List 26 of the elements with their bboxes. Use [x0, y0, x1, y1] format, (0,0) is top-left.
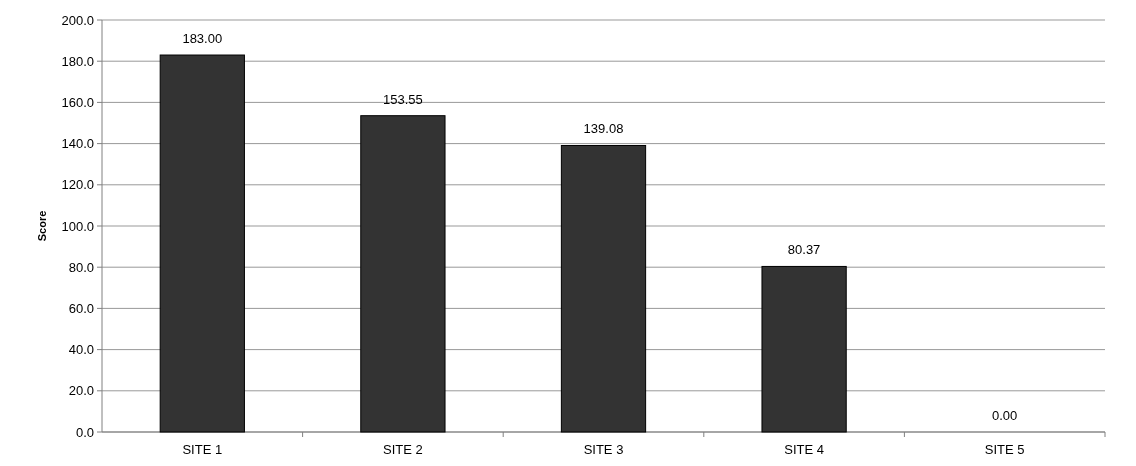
- y-axis-title: Score: [36, 210, 48, 242]
- y-tick-label: 120.0: [61, 177, 94, 193]
- y-tick-label: 100.0: [61, 218, 94, 234]
- data-label: 80.37: [787, 242, 821, 258]
- x-tick-label: SITE 1: [182, 442, 223, 457]
- x-tick-label: SITE 2: [383, 442, 423, 457]
- bar: [761, 265, 847, 433]
- y-tick-label: 20.0: [68, 383, 94, 399]
- x-tick-label: SITE 5: [984, 442, 1025, 457]
- data-label: 153.55: [383, 91, 423, 107]
- bar: [159, 54, 245, 433]
- x-tick-label: SITE 3: [583, 442, 624, 457]
- data-label: 139.08: [583, 121, 624, 137]
- y-tick-label: 0.0: [75, 424, 94, 440]
- y-tick-label: 160.0: [61, 94, 94, 110]
- bar: [560, 145, 647, 433]
- data-label: 0.00: [992, 408, 1018, 423]
- bar: [360, 115, 446, 433]
- x-tick-label: SITE 4: [784, 442, 824, 457]
- y-tick-label: 60.0: [68, 300, 94, 316]
- y-tick-label: 200.0: [61, 12, 94, 28]
- y-tick-label: 40.0: [68, 342, 94, 358]
- data-label: 183.00: [182, 31, 223, 47]
- y-tick-label: 180.0: [61, 53, 94, 69]
- y-tick-label: 80.0: [68, 259, 94, 275]
- y-tick-label: 140.0: [61, 136, 94, 152]
